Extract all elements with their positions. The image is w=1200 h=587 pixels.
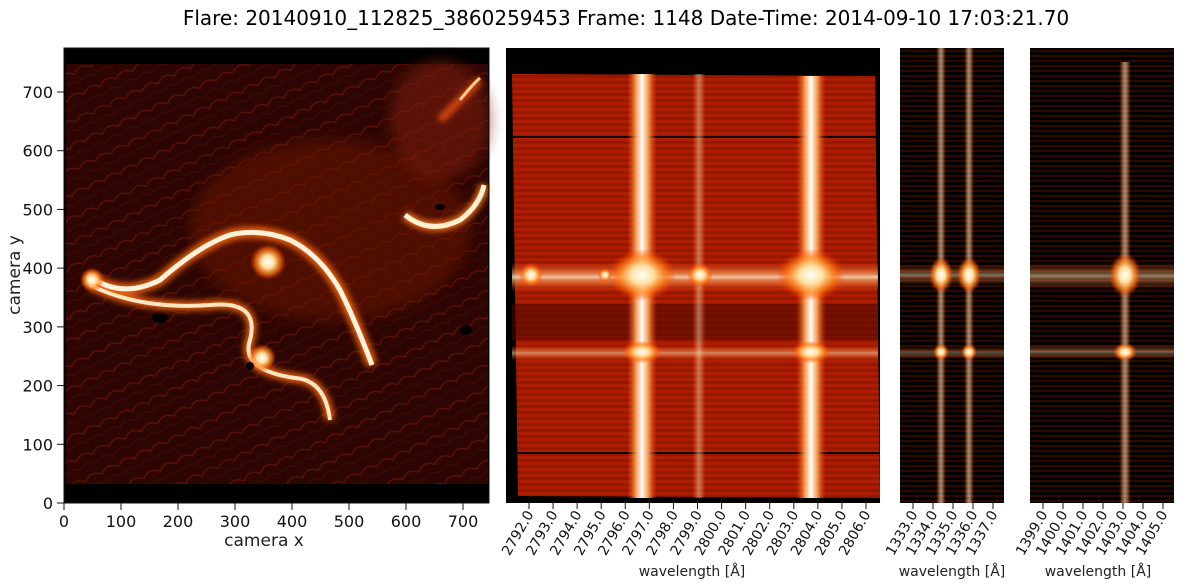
cii-flare-band-2 bbox=[900, 346, 1004, 360]
siiv-flare-band-2 bbox=[1030, 344, 1174, 360]
mgii-blue-continuum-peak bbox=[519, 263, 543, 287]
sji-dark-spot bbox=[152, 313, 168, 323]
sji-dark-spot bbox=[246, 362, 254, 370]
siiv-x-axis-label: wavelength [Å] bbox=[1045, 563, 1152, 580]
sji-y-tick-label: 500 bbox=[22, 200, 53, 219]
cii-1335-flare-core bbox=[957, 257, 981, 293]
sji-x-tick-label: 600 bbox=[391, 512, 422, 531]
sji-y-tick-label: 0 bbox=[43, 494, 53, 513]
siiv-secondary-core bbox=[1113, 343, 1137, 361]
sji-x-tick-label: 400 bbox=[277, 512, 308, 531]
mgii-k-flare-core bbox=[608, 249, 676, 301]
sji-y-tick-label: 100 bbox=[22, 435, 53, 454]
sji-dark-spot bbox=[435, 204, 445, 210]
siiv-x-ticks: 1399.01400.01401.01402.01403.01404.01405… bbox=[1013, 503, 1171, 558]
sji-ribbon-core bbox=[80, 76, 487, 421]
sji-x-tick-label: 100 bbox=[106, 512, 137, 531]
sji-y-tick-label: 400 bbox=[22, 259, 53, 278]
mgii-h-secondary-core bbox=[791, 341, 831, 363]
sji-y-tick-label: 700 bbox=[22, 83, 53, 102]
mgii-x-ticks: 2792.02793.02794.02795.02796.02797.02798… bbox=[499, 503, 874, 558]
cii-1334-flare-core bbox=[929, 257, 953, 293]
cii-1335-secondary-core bbox=[961, 344, 977, 360]
mgii-spectrum-panel: 2792.02793.02794.02795.02796.02797.02798… bbox=[499, 48, 880, 580]
siiv-spectrum-panel: 1399.01400.01401.01402.01403.01404.01405… bbox=[1013, 48, 1174, 580]
mgii-k-secondary-core bbox=[622, 341, 662, 363]
mgii-x-axis-label: wavelength [Å] bbox=[639, 563, 746, 580]
siiv-flare-band bbox=[1030, 262, 1174, 290]
sji-x-ticks: 0 100 200 300 400 500 600 700 bbox=[59, 503, 478, 531]
sji-y-axis-label: camera y bbox=[5, 235, 25, 315]
mgii-h-flare-core bbox=[777, 249, 845, 301]
mgii-triplet-peak bbox=[687, 263, 713, 287]
mgii-blend-peak bbox=[598, 268, 612, 282]
sji-x-tick-label: 200 bbox=[163, 512, 194, 531]
slit-jaw-image-panel: 0 100 200 300 400 500 600 700 0 100 200 300 400 500 6… bbox=[5, 47, 490, 551]
siiv-flare-core bbox=[1109, 253, 1141, 297]
sji-y-tick-label: 600 bbox=[22, 142, 53, 161]
sji-x-tick-label: 500 bbox=[334, 512, 365, 531]
figure-title: Flare: 20140910_112825_3860259453 Frame:… bbox=[183, 6, 1069, 30]
sji-x-tick-label: 700 bbox=[448, 512, 479, 531]
sji-y-ticks: 0 100 200 300 400 500 600 700 bbox=[22, 83, 64, 513]
sji-dark-spot bbox=[460, 325, 472, 335]
sji-y-tick-label: 200 bbox=[22, 377, 53, 396]
sji-x-axis-label: camera x bbox=[224, 531, 304, 551]
cii-1334-secondary-core bbox=[933, 344, 949, 360]
cii-x-axis-label: wavelength [Å] bbox=[899, 563, 1006, 580]
sji-x-tick-label: 300 bbox=[220, 512, 251, 531]
sji-y-tick-label: 300 bbox=[22, 318, 53, 337]
sji-axes-frame bbox=[63, 47, 490, 504]
sji-x-tick-label: 0 bbox=[59, 512, 69, 531]
